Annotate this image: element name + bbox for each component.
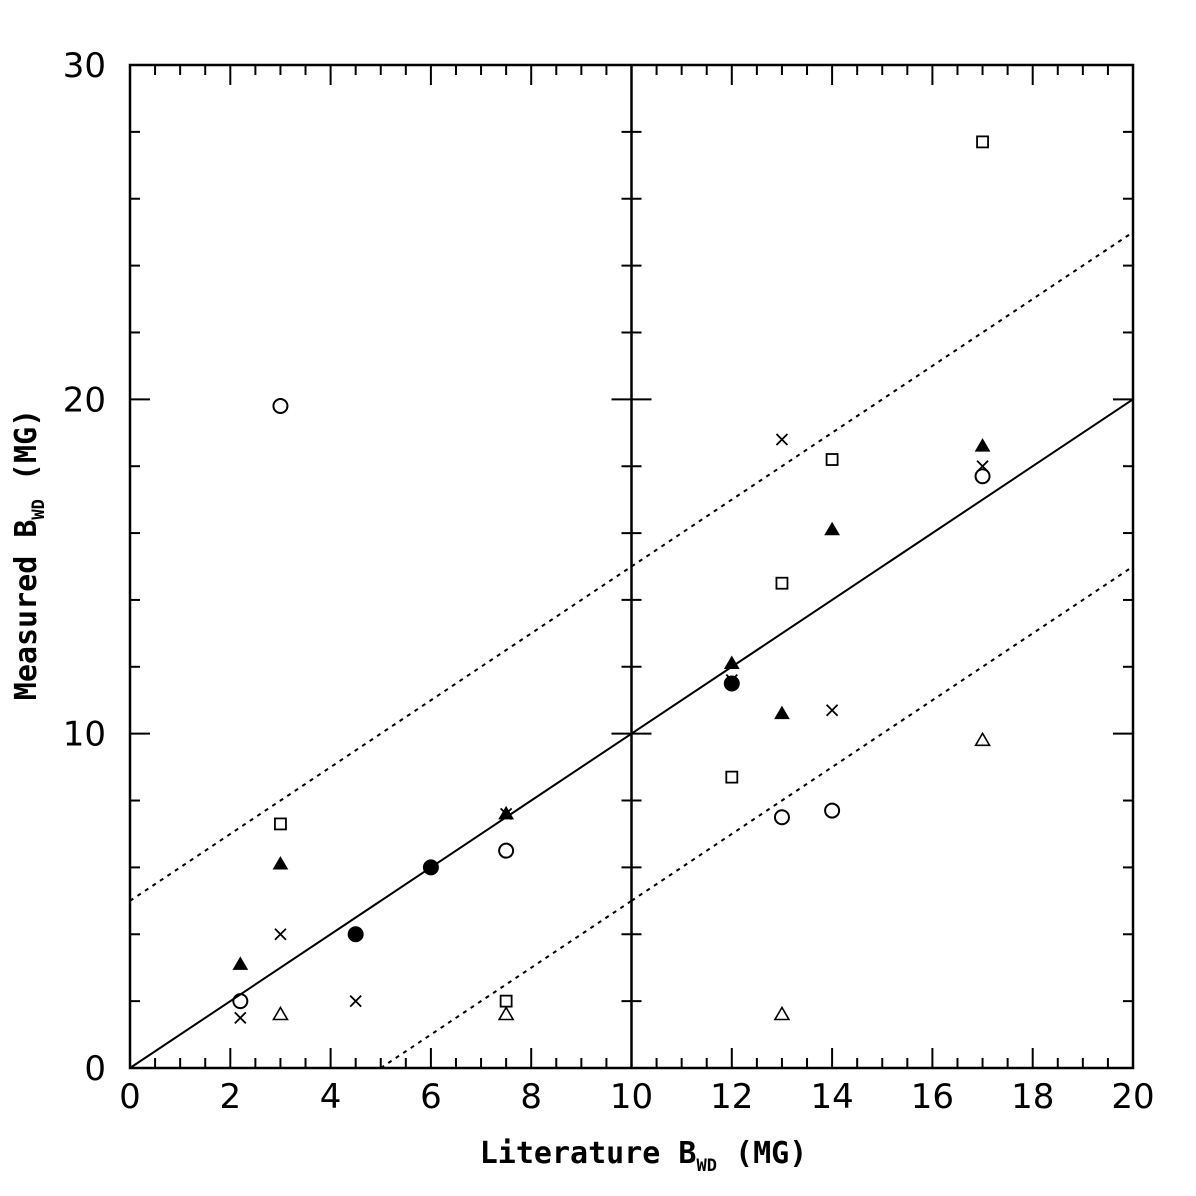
- x-axis-title-subscript: WD: [696, 1156, 716, 1176]
- point-cross: [274, 928, 287, 941]
- y-axis-title-main: Measured B: [9, 520, 44, 701]
- y-tick-label: 20: [63, 380, 106, 420]
- point-filled-triangle: [824, 521, 840, 536]
- point-filled-circle: [422, 859, 439, 876]
- point-filled-triangle: [774, 705, 790, 720]
- point-filled-circle: [723, 675, 740, 692]
- point-open-square: [775, 576, 789, 590]
- x-tick-label: 12: [710, 1077, 753, 1117]
- x-axis-title: Literature BWD (MG): [480, 1136, 808, 1176]
- x-tick-label: 16: [911, 1077, 954, 1117]
- point-open-circle: [974, 468, 991, 485]
- point-cross: [499, 807, 513, 821]
- tick-labels-layer: 0 2 4 6 8 10 12 14 16 18 20 0 10 20 30: [63, 46, 1155, 1117]
- x-tick-label: 8: [520, 1077, 542, 1117]
- point-cross: [725, 674, 738, 687]
- point-open-circle: [232, 993, 249, 1010]
- point-open-circle: [498, 842, 515, 859]
- x-tick-label: 4: [320, 1077, 342, 1117]
- point-cross: [234, 1011, 247, 1024]
- dotted-reference-line: [380, 900, 633, 1069]
- point-filled-triangle: [232, 956, 249, 970]
- point-open-square: [274, 817, 287, 831]
- y-axis-title-subscript: WD: [29, 499, 49, 519]
- point-open-circle: [773, 809, 790, 826]
- x-tick-label: 0: [119, 1077, 141, 1117]
- point-filled-triangle: [723, 655, 740, 669]
- point-open-triangle: [272, 1005, 289, 1021]
- x-axis-title-unit: (MG): [717, 1136, 807, 1171]
- x-tick-label: 2: [219, 1077, 241, 1117]
- y-tick-label: 30: [63, 46, 106, 86]
- point-open-triangle: [974, 731, 991, 747]
- point-open-circle: [824, 802, 841, 819]
- point-cross: [775, 433, 789, 446]
- markers-layer: [232, 135, 991, 1024]
- point-open-circle: [272, 398, 289, 415]
- point-filled-triangle: [272, 856, 289, 870]
- point-cross: [825, 704, 839, 717]
- point-cross: [349, 994, 362, 1008]
- y-axis-title-unit: (MG): [9, 409, 44, 499]
- point-open-square: [499, 994, 513, 1008]
- point-filled-triangle: [974, 438, 991, 452]
- dotted-reference-line: [630, 231, 1134, 568]
- y-tick-label: 10: [63, 715, 106, 755]
- x-tick-label: 18: [1011, 1077, 1054, 1117]
- dotted-reference-line: [630, 565, 1134, 902]
- point-open-triangle: [497, 1005, 515, 1021]
- point-cross: [976, 460, 989, 473]
- y-tick-label: 0: [84, 1049, 106, 1089]
- y-axis-title: Measured BWD (MG): [9, 409, 49, 700]
- x-tick-label: 20: [1111, 1077, 1154, 1117]
- point-open-square: [725, 770, 739, 784]
- point-open-triangle: [773, 1005, 791, 1021]
- x-tick-label: 6: [420, 1077, 442, 1117]
- x-tick-label: 10: [610, 1077, 653, 1117]
- point-filled-circle: [347, 926, 364, 943]
- dotted-reference-line: [129, 565, 633, 902]
- point-open-square: [976, 135, 989, 149]
- x-tick-label: 14: [810, 1077, 853, 1117]
- point-open-square: [825, 453, 839, 466]
- x-axis-title-main: Literature B: [480, 1136, 697, 1171]
